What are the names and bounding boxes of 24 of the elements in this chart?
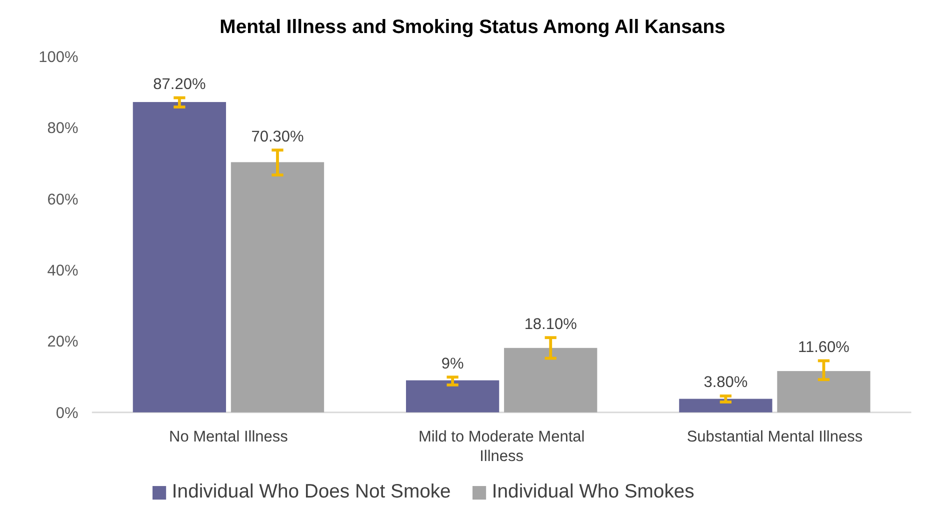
y-tick-label: 60% [47, 191, 79, 208]
chart-title: Mental Illness and Smoking Status Among All Kansans [220, 16, 726, 38]
bar [777, 371, 870, 412]
bar [406, 380, 500, 412]
data-label: 11.60% [798, 339, 850, 356]
x-tick-label: Mild to Moderate Mental Illness [418, 428, 585, 465]
bar [504, 348, 598, 412]
bar [132, 102, 226, 412]
y-tick-label: 40% [47, 262, 79, 280]
bar [679, 398, 772, 412]
data-label: 9% [441, 355, 464, 372]
legend-label: Individual Who Smokes [492, 480, 694, 503]
data-label: 18.10% [524, 316, 578, 333]
data-label: 87.20% [153, 76, 206, 94]
x-tick-label: No Mental Illness [169, 428, 288, 446]
y-tick-label: 0% [56, 404, 79, 422]
legend-label: Individual Who Does Not Smoke [172, 480, 451, 503]
bar [230, 162, 324, 412]
x-tick-label: Substantial Mental Illness [686, 428, 863, 446]
y-tick-label: 80% [47, 120, 79, 138]
data-label: 3.80% [704, 374, 748, 392]
y-tick-label: 20% [47, 334, 79, 351]
y-tick-label: 100% [38, 48, 79, 66]
data-label: 70.30% [251, 128, 304, 146]
